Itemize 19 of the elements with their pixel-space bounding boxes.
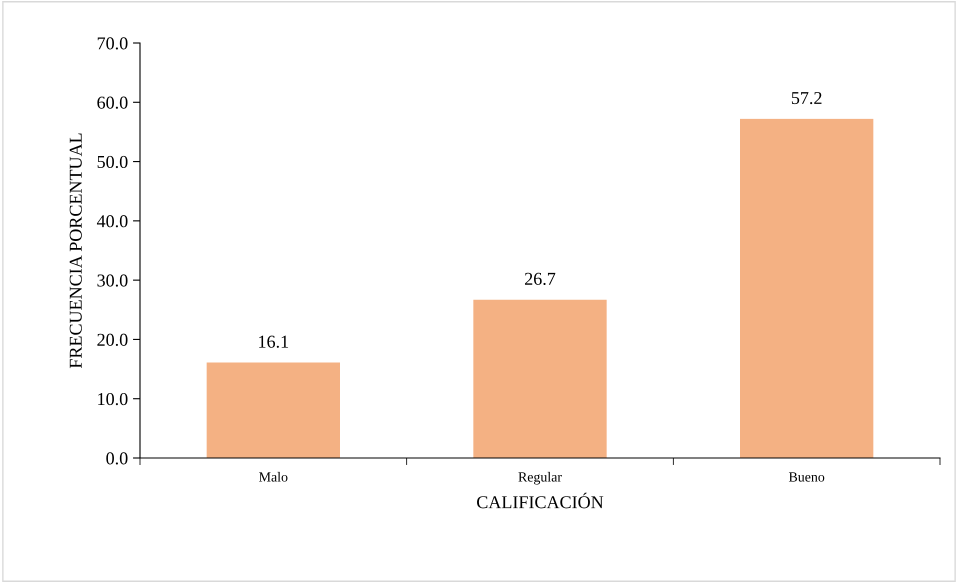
- y-tick-label: 60.0: [97, 96, 128, 109]
- x-tick-label: Malo: [259, 472, 288, 482]
- bar: [473, 300, 607, 458]
- bar: [740, 118, 874, 458]
- data-label: 16.1: [259, 336, 288, 348]
- data-label: 57.2: [792, 92, 822, 104]
- x-tick-label: Bueno: [788, 472, 824, 482]
- y-axis-title: FRECUENCIA PORCENTUAL: [70, 133, 82, 368]
- y-tick-label: 50.0: [98, 156, 128, 168]
- y-tick-label: 20.0: [97, 334, 128, 346]
- y-tick-label: 0.0: [106, 452, 128, 465]
- x-axis-title: CALIFICACIÓN: [477, 492, 604, 508]
- data-label: 26.7: [524, 272, 556, 286]
- y-tick-label: 40.0: [96, 215, 128, 228]
- y-tick-label: 30.0: [97, 274, 128, 287]
- y-tick-label: 70.0: [98, 37, 128, 50]
- y-tick-label: 10.0: [98, 392, 128, 406]
- x-tick-label: Regular: [518, 472, 562, 485]
- bar: [206, 362, 340, 458]
